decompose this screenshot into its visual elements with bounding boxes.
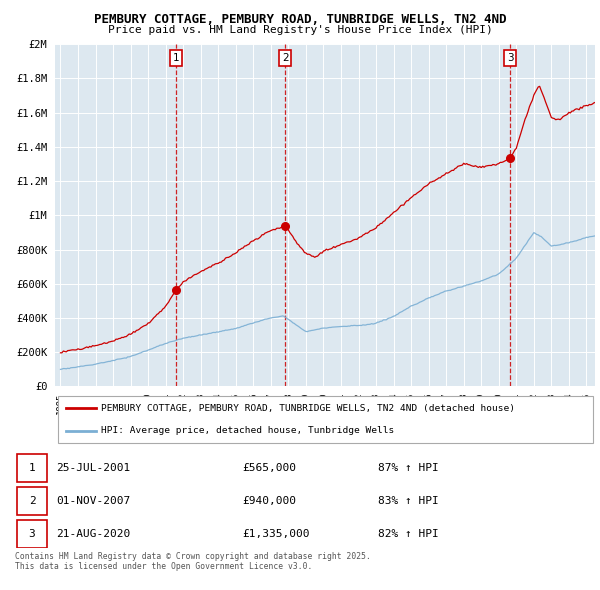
FancyBboxPatch shape: [17, 487, 47, 515]
FancyBboxPatch shape: [17, 454, 47, 482]
Text: 3: 3: [506, 53, 514, 63]
Text: 87% ↑ HPI: 87% ↑ HPI: [379, 463, 439, 473]
Text: 83% ↑ HPI: 83% ↑ HPI: [379, 496, 439, 506]
Text: 2: 2: [282, 53, 289, 63]
Text: Price paid vs. HM Land Registry's House Price Index (HPI): Price paid vs. HM Land Registry's House …: [107, 25, 493, 35]
Text: 1: 1: [172, 53, 179, 63]
Text: £565,000: £565,000: [242, 463, 296, 473]
Text: 3: 3: [29, 529, 35, 539]
Text: 25-JUL-2001: 25-JUL-2001: [56, 463, 130, 473]
Text: 1: 1: [29, 463, 35, 473]
Text: 2: 2: [29, 496, 35, 506]
Text: PEMBURY COTTAGE, PEMBURY ROAD, TUNBRIDGE WELLS, TN2 4ND: PEMBURY COTTAGE, PEMBURY ROAD, TUNBRIDGE…: [94, 13, 506, 26]
Text: £940,000: £940,000: [242, 496, 296, 506]
FancyBboxPatch shape: [17, 520, 47, 548]
Text: Contains HM Land Registry data © Crown copyright and database right 2025.
This d: Contains HM Land Registry data © Crown c…: [15, 552, 371, 571]
Text: 21-AUG-2020: 21-AUG-2020: [56, 529, 130, 539]
Text: PEMBURY COTTAGE, PEMBURY ROAD, TUNBRIDGE WELLS, TN2 4ND (detached house): PEMBURY COTTAGE, PEMBURY ROAD, TUNBRIDGE…: [101, 404, 515, 412]
Text: 01-NOV-2007: 01-NOV-2007: [56, 496, 130, 506]
Text: HPI: Average price, detached house, Tunbridge Wells: HPI: Average price, detached house, Tunb…: [101, 427, 394, 435]
FancyBboxPatch shape: [58, 396, 593, 443]
Text: 82% ↑ HPI: 82% ↑ HPI: [379, 529, 439, 539]
Text: £1,335,000: £1,335,000: [242, 529, 310, 539]
